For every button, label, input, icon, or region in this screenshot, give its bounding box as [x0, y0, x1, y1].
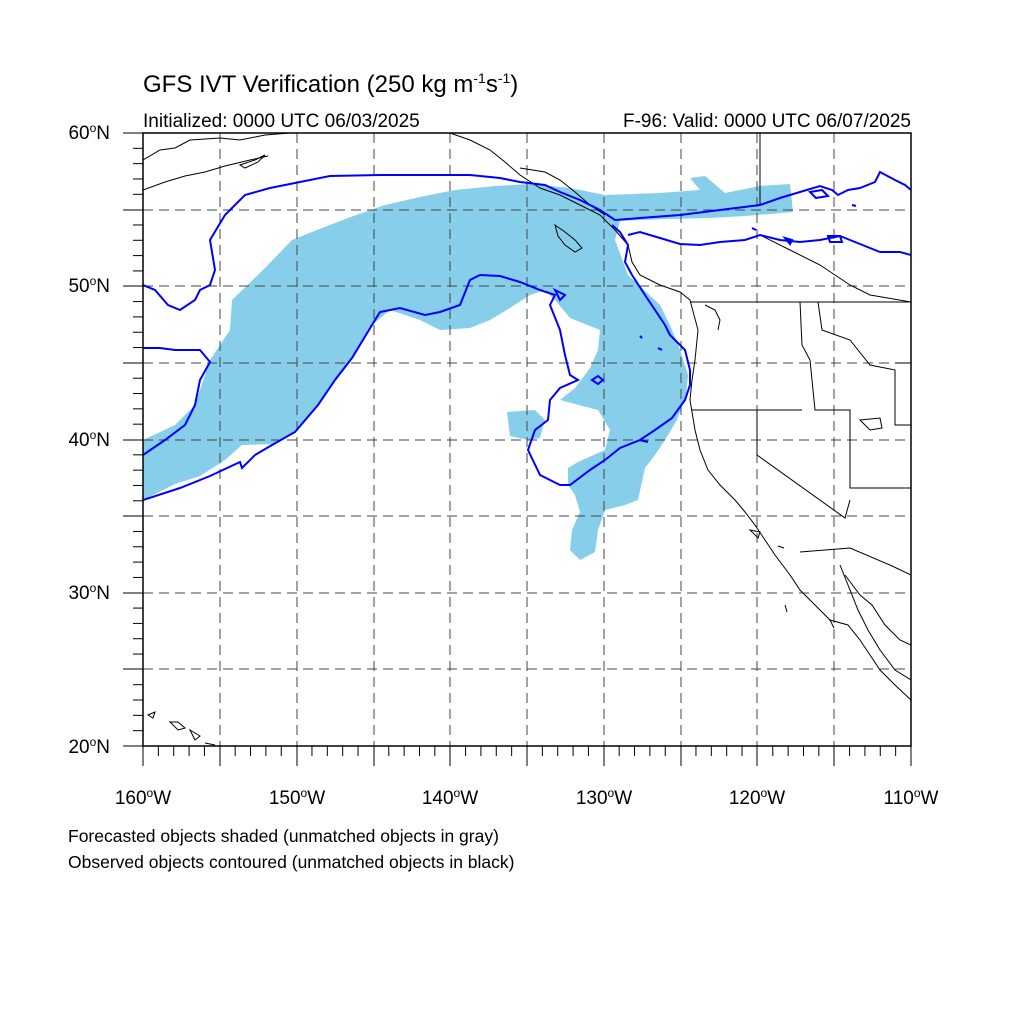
lon-label-160: 160oW: [114, 786, 172, 809]
forecast-ivt-object-south: [507, 410, 545, 440]
lon-label-140: 140oW: [421, 786, 479, 809]
note-forecast: Forecasted objects shaded (unmatched obj…: [68, 826, 499, 846]
observed-contour-main: [143, 224, 691, 501]
axis-ticks: [123, 132, 912, 766]
lon-label-120: 120oW: [728, 786, 786, 809]
observed-ivt-contours: [143, 170, 911, 501]
coastlines: [143, 133, 911, 746]
forecast-ivt-object-sw: [540, 400, 600, 452]
lon-label-150: 150oW: [268, 786, 326, 809]
chart-title: GFS IVT Verification (250 kg m-1s-1): [143, 70, 519, 98]
lat-label-20: 20oN: [68, 735, 110, 758]
observed-contour-inland: [627, 230, 911, 256]
lat-label-40: 40oN: [68, 428, 110, 451]
lon-label-110: 110oW: [883, 786, 939, 809]
graticule: [143, 133, 911, 746]
initialized-time: Initialized: 0000 UTC 06/03/2025: [143, 111, 420, 132]
note-observed: Observed objects contoured (unmatched ob…: [68, 852, 515, 872]
lon-label-130: 130oW: [575, 786, 633, 809]
forecast-ivt-object: [143, 176, 793, 560]
minor-ticks: [133, 147, 897, 756]
lat-label-60: 60oN: [68, 121, 110, 144]
observed-contour-west: [143, 347, 212, 456]
valid-time: F-96: Valid: 0000 UTC 06/07/2025: [623, 111, 911, 132]
observed-contour-north: [143, 170, 911, 312]
lat-label-50: 50oN: [68, 274, 110, 297]
lat-label-30: 30oN: [68, 581, 110, 604]
